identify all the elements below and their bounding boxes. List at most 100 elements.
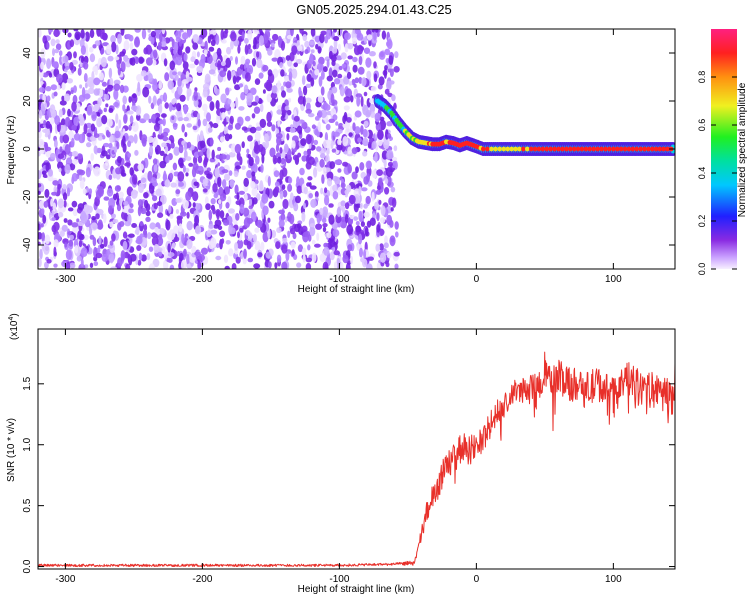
noise-blob bbox=[315, 223, 323, 230]
noise-blob bbox=[303, 85, 308, 96]
noise-blob bbox=[208, 223, 214, 229]
noise-blob bbox=[56, 73, 63, 84]
noise-blob bbox=[394, 51, 399, 59]
noise-blob bbox=[321, 70, 325, 80]
noise-blob bbox=[304, 230, 310, 238]
noise-blob bbox=[368, 51, 376, 57]
noise-blob bbox=[183, 104, 188, 115]
noise-blob bbox=[215, 255, 222, 261]
noise-blob bbox=[38, 190, 41, 195]
noise-blob bbox=[277, 80, 281, 91]
noise-blob bbox=[73, 51, 77, 59]
noise-blob bbox=[38, 151, 41, 157]
noise-blob bbox=[369, 98, 375, 104]
noise-blob bbox=[332, 229, 340, 238]
noise-blob bbox=[132, 174, 138, 185]
noise-blob bbox=[175, 30, 182, 40]
noise-blob bbox=[357, 66, 365, 75]
noise-blob bbox=[159, 150, 165, 156]
snr-scale-exp: 4 bbox=[8, 317, 15, 321]
noise-blob bbox=[335, 121, 339, 126]
noise-blob bbox=[46, 42, 50, 50]
noise-blob bbox=[329, 161, 336, 170]
noise-blob bbox=[360, 125, 364, 135]
noise-blob bbox=[105, 103, 109, 108]
noise-blob bbox=[354, 110, 362, 118]
noise-blob bbox=[62, 55, 69, 64]
snr-xtick-label: -300 bbox=[55, 574, 75, 585]
noise-blob bbox=[93, 133, 100, 139]
heatmap-xtick-label: -200 bbox=[192, 274, 212, 285]
noise-blob bbox=[265, 251, 271, 259]
noise-blob bbox=[306, 148, 312, 156]
noise-blob bbox=[143, 192, 149, 199]
noise-blob bbox=[71, 124, 77, 131]
noise-blob bbox=[40, 61, 45, 70]
noise-blob bbox=[371, 169, 377, 179]
trace-core bbox=[591, 146, 596, 152]
noise-blob bbox=[348, 132, 353, 137]
noise-blob bbox=[101, 135, 106, 140]
noise-blob bbox=[86, 142, 92, 148]
noise-blob bbox=[273, 170, 280, 178]
noise-blob bbox=[230, 40, 234, 50]
noise-blob bbox=[352, 56, 358, 63]
noise-blob bbox=[304, 49, 309, 55]
noise-blob bbox=[38, 29, 42, 38]
noise-blob bbox=[112, 218, 119, 224]
noise-blob bbox=[145, 44, 152, 55]
noise-blob bbox=[101, 115, 108, 125]
noise-blob bbox=[306, 182, 311, 187]
noise-blob bbox=[83, 73, 88, 83]
noise-blob bbox=[308, 40, 315, 46]
noise-blob bbox=[293, 115, 300, 122]
noise-blob bbox=[311, 252, 317, 263]
noise-blob bbox=[223, 254, 229, 263]
noise-blob bbox=[276, 136, 282, 146]
noise-blob bbox=[224, 265, 230, 269]
noise-blob bbox=[131, 223, 138, 228]
trace-core bbox=[665, 146, 670, 152]
noise-blob bbox=[117, 257, 123, 267]
noise-blob bbox=[280, 158, 286, 165]
noise-blob bbox=[69, 234, 75, 240]
noise-blob bbox=[249, 198, 253, 206]
noise-blob bbox=[235, 56, 238, 65]
noise-blob bbox=[328, 118, 336, 124]
noise-blob bbox=[123, 113, 128, 124]
snr-ytick-label: 1.0 bbox=[22, 437, 33, 451]
noise-blob bbox=[292, 154, 299, 161]
noise-blob bbox=[45, 120, 51, 129]
noise-blob bbox=[340, 182, 346, 189]
noise-blob bbox=[157, 247, 163, 252]
noise-blob bbox=[106, 44, 112, 55]
noise-blob bbox=[165, 155, 170, 164]
noise-blob bbox=[44, 146, 52, 152]
noise-blob bbox=[365, 195, 371, 205]
noise-blob bbox=[353, 216, 359, 221]
noise-blob bbox=[291, 249, 295, 257]
noise-blob bbox=[179, 252, 184, 262]
noise-blob bbox=[155, 148, 159, 155]
noise-blob bbox=[216, 210, 220, 220]
heatmap-ytick-label: 0 bbox=[22, 146, 33, 152]
trace-core bbox=[560, 146, 565, 152]
noise-blob bbox=[186, 123, 192, 128]
noise-blob bbox=[326, 59, 330, 68]
noise-blob bbox=[376, 212, 380, 222]
noise-blob bbox=[258, 35, 264, 47]
noise-blob bbox=[39, 200, 46, 209]
noise-blob bbox=[286, 87, 293, 93]
noise-blob bbox=[289, 127, 296, 133]
noise-blob bbox=[276, 254, 282, 263]
heatmap-signal-trace bbox=[373, 94, 675, 156]
noise-blob bbox=[254, 141, 259, 152]
noise-blob bbox=[156, 201, 163, 207]
noise-blob bbox=[313, 139, 319, 146]
noise-blob bbox=[207, 127, 213, 133]
noise-blob bbox=[307, 113, 315, 118]
noise-blob bbox=[366, 34, 373, 41]
noise-blob bbox=[380, 205, 386, 217]
noise-blob bbox=[123, 40, 130, 51]
noise-blob bbox=[293, 254, 298, 260]
